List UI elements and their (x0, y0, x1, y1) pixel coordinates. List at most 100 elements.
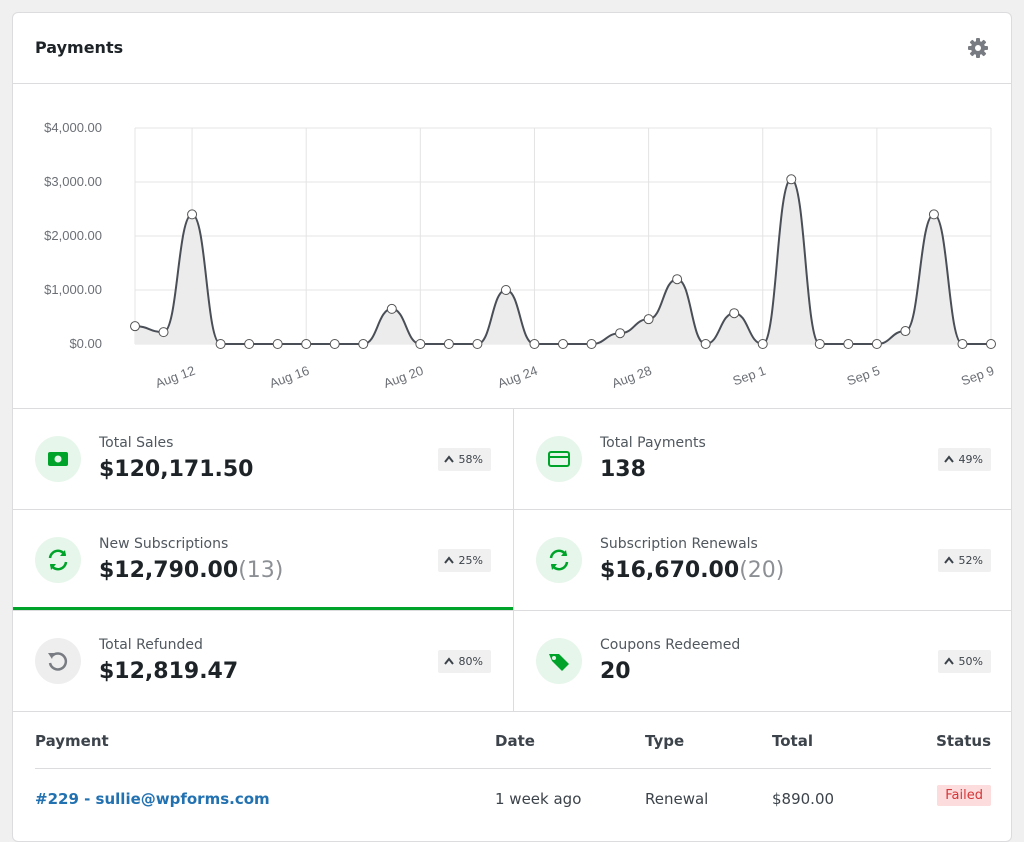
change-value: 50% (958, 655, 983, 668)
column-header: Date (495, 732, 535, 750)
row-divider (35, 768, 991, 769)
point (843, 339, 854, 349)
point (900, 326, 911, 337)
stat-label: Total Refunded (99, 637, 203, 653)
point (130, 321, 140, 332)
stat-card[interactable]: Total Payments 138 49% (513, 408, 1011, 509)
x-tick-label: Aug 12 (153, 363, 197, 391)
stat-amount: 138 (600, 457, 646, 482)
point (871, 339, 882, 349)
stat-card[interactable]: New Subscriptions $12,790.00(13) 25% (13, 509, 513, 610)
header: Payments (13, 13, 1011, 84)
y-tick-label: $3,000.00 (44, 174, 102, 189)
x-tick-label: Aug 28 (610, 363, 654, 391)
point (786, 174, 797, 185)
icon-glyph (549, 549, 569, 571)
stat-amount: $16,670.00 (600, 558, 740, 583)
change-badge: 49% (937, 448, 991, 471)
up-arrow (943, 556, 954, 564)
stat-label: Coupons Redeemed (600, 637, 741, 653)
change-badge: 25% (437, 549, 491, 572)
point (415, 339, 426, 349)
stat-amount: $12,819.47 (99, 659, 239, 684)
point (729, 308, 740, 319)
stat-icon (536, 436, 582, 482)
x-tick-label: Aug 24 (496, 363, 540, 391)
stat-card[interactable]: Subscription Renewals $16,670.00(20) 52% (513, 509, 1011, 610)
column-header: Status (936, 732, 991, 750)
point (672, 274, 683, 285)
point (386, 303, 397, 314)
chart: $0.00 $1,000.00 $2,000.00 $3,000.00 $4,000.0… (44, 120, 996, 391)
point (301, 339, 312, 349)
icon-glyph (548, 451, 570, 467)
x-tick-label: Sep 9 (959, 363, 996, 389)
change-value: 25% (458, 554, 483, 567)
point (472, 339, 483, 349)
change-badge: 50% (937, 650, 991, 673)
status-badge: Failed (937, 785, 991, 806)
stat-icon (536, 537, 582, 583)
point (329, 339, 340, 349)
stat-card[interactable]: Total Refunded $12,819.47 80% (13, 610, 513, 711)
stat-value: $16,670.00(20) (600, 558, 784, 583)
stat-icon (35, 436, 81, 482)
point (187, 209, 198, 220)
stat-label: Subscription Renewals (600, 536, 758, 552)
cell: Renewal (645, 790, 709, 808)
stat-value: $12,819.47 (99, 659, 238, 684)
up-arrow (443, 556, 454, 564)
column-header: Type (645, 732, 685, 750)
stat-count: (13) (238, 558, 284, 583)
change-badge: 80% (437, 650, 491, 673)
icon-glyph (549, 654, 569, 671)
point (158, 327, 169, 338)
up-arrow (943, 657, 954, 665)
x-tick-label: Aug 16 (267, 363, 311, 391)
change-badge: 52% (937, 549, 991, 572)
point (586, 339, 597, 349)
up-arrow (943, 455, 954, 463)
area (135, 179, 991, 344)
icon-glyph (48, 452, 68, 466)
payment-link[interactable]: #229 - sullie@wpforms.com (35, 790, 270, 808)
point (957, 339, 968, 349)
x-tick-label: Sep 1 (731, 363, 768, 389)
stat-value: 20 (600, 659, 631, 684)
icon-glyph (48, 652, 68, 671)
change-value: 52% (958, 554, 983, 567)
change-value: 80% (458, 655, 483, 668)
stat-icon (536, 638, 582, 684)
stat-card[interactable]: Coupons Redeemed 20 50% (513, 610, 1011, 711)
point (272, 339, 283, 349)
point (643, 314, 654, 325)
y-tick-label: $4,000.00 (44, 120, 102, 135)
point (358, 339, 369, 349)
stat-card[interactable]: Total Sales $120,171.50 58% (13, 408, 513, 509)
stat-amount: $120,171.50 (99, 457, 254, 482)
point (615, 328, 626, 339)
stat-value: $12,790.00(13) (99, 558, 283, 583)
point (814, 339, 825, 349)
y-tick-label: $0.00 (69, 336, 102, 351)
point (443, 339, 454, 349)
settings-gear[interactable] (967, 37, 989, 59)
point (500, 285, 511, 295)
page: Payments $0.00 $1,000.00 $2,000.00 $3,000.0… (12, 12, 1012, 842)
title: Payments (35, 38, 124, 57)
y-tick-label: $2,000.00 (44, 228, 102, 243)
y-tick-label: $1,000.00 (44, 282, 102, 297)
point (986, 339, 996, 349)
x-tick-label: Aug 20 (382, 363, 426, 391)
up-arrow (443, 657, 454, 665)
point (529, 339, 540, 349)
change-value: 49% (958, 453, 983, 466)
stat-icon (35, 537, 81, 583)
up-arrow (443, 455, 454, 463)
change-value: 58% (458, 453, 483, 466)
stat-icon (35, 638, 81, 684)
point (928, 209, 939, 220)
stat-amount: 20 (600, 659, 631, 684)
stat-label: New Subscriptions (99, 536, 229, 552)
stat-amount: $12,790.00 (99, 558, 239, 583)
